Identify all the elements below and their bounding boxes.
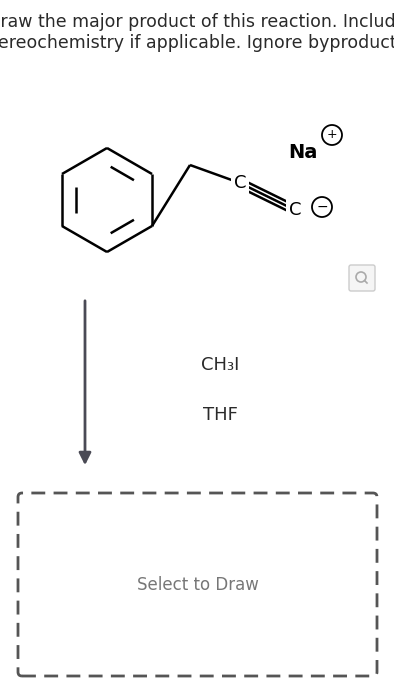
FancyBboxPatch shape — [349, 265, 375, 291]
Text: Select to Draw: Select to Draw — [137, 575, 258, 594]
Text: Na: Na — [288, 142, 318, 161]
Text: C: C — [234, 174, 246, 192]
Text: −: − — [316, 200, 328, 214]
Text: C: C — [289, 201, 301, 219]
Text: Draw the major product of this reaction. Include
stereochemistry if applicable. : Draw the major product of this reaction.… — [0, 13, 394, 52]
Text: CH₃I: CH₃I — [201, 356, 239, 374]
Text: +: + — [327, 129, 337, 142]
FancyBboxPatch shape — [18, 493, 377, 676]
Text: THF: THF — [203, 406, 238, 424]
